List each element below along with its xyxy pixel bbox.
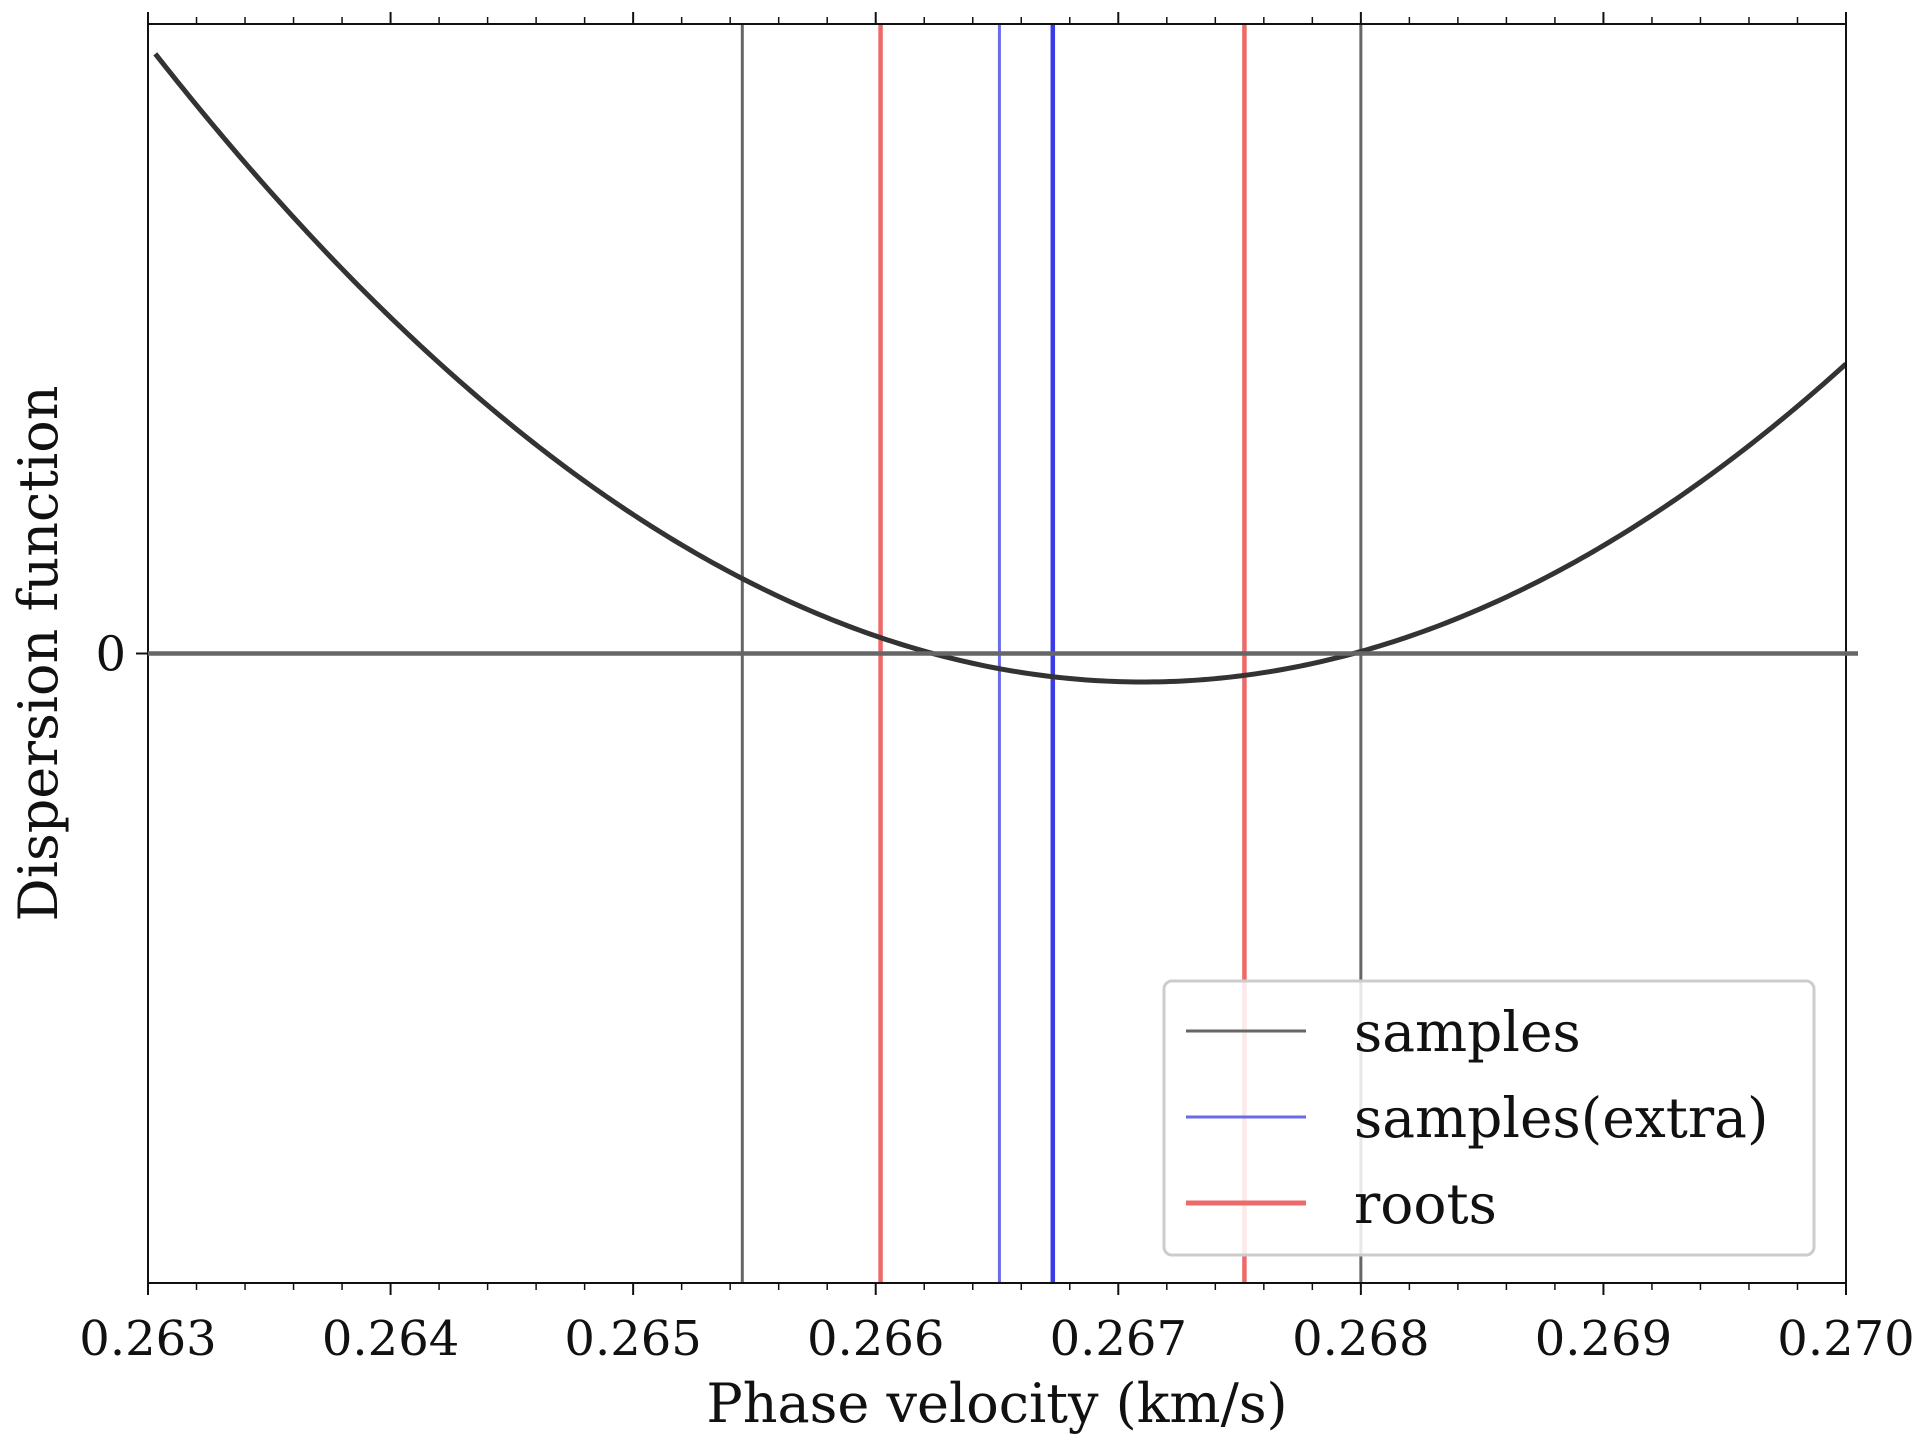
legend-box bbox=[1162, 979, 1816, 1257]
x-tick-label-2: 0.265 bbox=[564, 1311, 701, 1367]
legend-label-1: samples(extra) bbox=[1354, 1086, 1768, 1150]
axes: 0.263 0.264 0.265 0.266 0.267 0.268 0.269 0.270… bbox=[79, 12, 1915, 1367]
legend: samples samples(extra) roots bbox=[1162, 979, 1816, 1257]
x-tick-label-7: 0.270 bbox=[1777, 1311, 1914, 1367]
x-tick-label-0: 0.263 bbox=[79, 1311, 216, 1367]
x-tick-label-1: 0.264 bbox=[322, 1311, 459, 1367]
x-tick-label-4: 0.267 bbox=[1050, 1311, 1187, 1367]
x-axis-label: Phase velocity (km/s) bbox=[706, 1372, 1287, 1435]
legend-label-0: samples bbox=[1354, 1000, 1581, 1064]
y-tick-label-0: 0 bbox=[95, 627, 126, 683]
y-axis-label: Dispersion function bbox=[7, 385, 70, 921]
dispersion-curve bbox=[153, 52, 1846, 685]
legend-label-2: roots bbox=[1354, 1172, 1497, 1236]
x-tick-label-5: 0.268 bbox=[1292, 1311, 1429, 1367]
x-tick-label-3: 0.266 bbox=[807, 1311, 944, 1367]
x-tick-label-6: 0.269 bbox=[1535, 1311, 1672, 1367]
